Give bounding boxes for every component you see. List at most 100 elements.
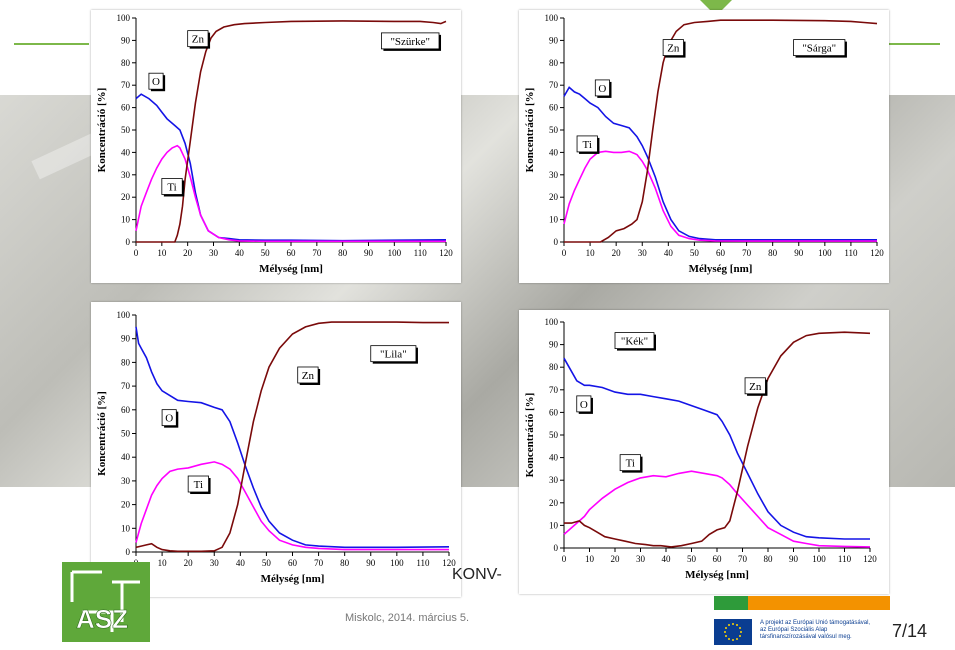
series-line-o [563,86,877,241]
header-rule-left [14,43,89,45]
x-tick-label: 90 [789,554,799,564]
eu-notice-line: az Európai Szociális Alap [760,627,828,633]
x-tick-label: 10 [586,248,596,258]
y-tick-label: 0 [554,237,559,247]
y-tick-label: 10 [121,215,131,225]
y-tick-label: 40 [549,147,559,157]
x-tick-label: 30 [638,248,648,258]
x-tick-label: 50 [687,554,697,564]
x-axis-label: Mélység [nm] [259,263,323,275]
x-tick-label: 80 [340,558,350,568]
sample-annotation-box [614,332,655,350]
sample-annotation: "Kék" [621,336,648,348]
y-tick-label: 10 [549,215,559,225]
chart-panel-szurke: 0 10 20 30 40 50 60 70 80 90 100 110 120 0 10 20 30 40 50 6… [91,10,461,283]
series-line-zn [135,321,449,553]
y-tick-label: 30 [549,170,559,180]
x-tick-label: 70 [742,248,752,258]
x-tick-label: 40 [662,554,672,564]
project-code-fragment: KONV- [452,566,502,583]
x-axis-label: Mélység [nm] [261,573,325,585]
x-tick-label: 30 [209,248,219,258]
x-tick-label: 70 [312,248,322,258]
x-tick-label: 50 [690,248,700,258]
series-label-o: O [165,413,173,425]
series-label-o-box [161,409,177,427]
y-tick-label: 60 [121,405,131,415]
series-line-ti [135,461,449,551]
y-tick-label: 80 [121,357,131,367]
y-tick-label: 70 [549,385,559,395]
y-axis-label: Koncentráció [%] [524,88,536,173]
x-tick-label: 120 [439,248,453,258]
series-line-o [135,93,447,242]
y-tick-label: 90 [549,340,559,350]
y-tick-label: 60 [549,407,559,417]
series-label-ti: Ti [626,458,635,470]
x-axis-label: Mélység [nm] [689,263,753,275]
y-tick-label: 40 [121,452,131,462]
x-tick-label: 90 [366,558,376,568]
y-tick-label: 70 [121,80,131,90]
x-tick-label: 40 [664,248,674,258]
x-tick-label: 20 [612,248,622,258]
y-tick-label: 10 [549,520,559,530]
sample-annotation-box [381,32,440,50]
y-tick-label: 100 [117,310,131,320]
x-axis-label: Mélység [nm] [685,569,749,581]
x-tick-label: 60 [287,248,297,258]
y-tick-label: 20 [549,498,559,508]
y-tick-label: 0 [126,237,131,247]
series-line-zn [564,331,871,548]
x-tick-label: 110 [844,248,858,258]
x-tick-label: 90 [794,248,804,258]
x-tick-label: 70 [314,558,324,568]
series-label-zn: Zn [192,34,205,46]
x-tick-label: 60 [288,558,298,568]
series-label-o-box [576,395,592,413]
y-tick-label: 30 [549,475,559,485]
y-tick-label: 80 [121,58,131,68]
y-tick-label: 100 [545,317,559,327]
series-line-o [135,326,450,549]
eu-banner-strip [714,596,890,610]
series-line-zn [564,19,878,243]
x-tick-label: 100 [390,558,404,568]
series-label-ti: Ti [583,139,592,151]
y-tick-label: 50 [549,430,559,440]
series-label-ti-box [619,454,641,472]
y-tick-label: 100 [545,13,559,23]
y-axis-label: Koncentráció [%] [96,88,108,173]
x-tick-label: 0 [562,248,567,258]
project-logo: ASZ [62,562,150,642]
y-tick-label: 90 [121,35,131,45]
x-tick-label: 100 [818,248,832,258]
concentration-depth-chart: 0102030405060708090100110120010203040506… [96,310,456,585]
x-tick-label: 10 [158,558,168,568]
sample-annotation-box [370,345,417,363]
y-tick-label: 90 [549,35,559,45]
y-tick-label: 0 [126,547,131,557]
series-label-ti-box [576,135,598,153]
x-tick-label: 110 [416,558,430,568]
series-line-ti [563,150,877,242]
series-line-o [563,357,870,540]
x-tick-label: 70 [738,554,748,564]
y-tick-label: 50 [121,125,131,135]
x-tick-label: 20 [611,554,621,564]
x-tick-label: 80 [768,248,778,258]
series-label-o: O [598,83,606,95]
x-tick-label: 0 [562,554,567,564]
x-tick-label: 100 [388,248,402,258]
y-tick-label: 40 [121,147,131,157]
series-label-zn: Zn [667,43,680,55]
y-tick-label: 30 [121,170,131,180]
y-tick-label: 80 [549,58,559,68]
x-tick-label: 0 [134,248,139,258]
sample-annotation: "Lila" [380,349,407,361]
footer-date: Miskolc, 2014. március 5. [345,612,470,624]
y-tick-label: 20 [121,192,131,202]
x-tick-label: 40 [235,248,245,258]
